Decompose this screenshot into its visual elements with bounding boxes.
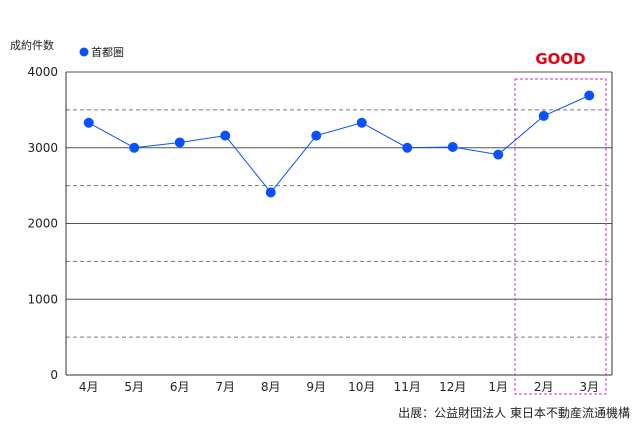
data-point xyxy=(129,142,140,153)
x-tick-label: 11月 xyxy=(394,380,421,394)
data-point xyxy=(83,117,94,128)
x-tick-label: 1月 xyxy=(488,380,508,394)
y-tick-label: 0 xyxy=(50,368,58,382)
grid xyxy=(66,71,612,338)
x-tick-label: 7月 xyxy=(215,380,235,394)
legend-label: 首都圏 xyxy=(91,45,124,59)
x-tick-label: 10月 xyxy=(348,380,375,394)
x-axis-ticks: 4月 5月 6月 7月 8月 9月 10月 11月 12月 1月 2月 3月 xyxy=(79,380,599,394)
highlight-box xyxy=(514,78,607,395)
data-point xyxy=(174,137,185,148)
data-point xyxy=(447,141,458,152)
legend: 首都圏 xyxy=(79,45,124,59)
source-note: 出展：公益財団法人 東日本不動産流通機構 xyxy=(398,405,630,420)
data-point xyxy=(356,117,367,128)
y-tick-label: 3000 xyxy=(27,141,58,155)
data-point xyxy=(311,130,322,141)
data-point xyxy=(584,90,595,101)
highlight-label: GOOD xyxy=(535,50,585,68)
x-tick-label: 12月 xyxy=(439,380,466,394)
y-tick-label: 4000 xyxy=(27,65,58,79)
y-axis-label: 成約件数 xyxy=(10,38,54,52)
data-point xyxy=(265,187,276,198)
x-tick-label: 2月 xyxy=(534,380,554,394)
x-tick-label: 8月 xyxy=(261,380,281,394)
x-tick-label: 6月 xyxy=(170,380,190,394)
series xyxy=(83,90,595,198)
y-axis-ticks: 0 1000 2000 3000 4000 xyxy=(27,65,58,382)
x-tick-label: 5月 xyxy=(124,380,144,394)
data-point xyxy=(402,142,413,153)
x-tick-label: 3月 xyxy=(579,380,599,394)
highlight: GOOD xyxy=(514,50,607,395)
data-point xyxy=(538,110,549,121)
x-tick-label: 4月 xyxy=(79,380,99,394)
data-point xyxy=(220,130,231,141)
data-point xyxy=(493,149,504,160)
x-tick-label: 9月 xyxy=(306,380,326,394)
axes xyxy=(65,72,613,376)
y-tick-label: 2000 xyxy=(27,217,58,231)
y-tick-label: 1000 xyxy=(27,292,58,306)
series-line xyxy=(88,95,590,194)
legend-marker xyxy=(79,47,89,57)
